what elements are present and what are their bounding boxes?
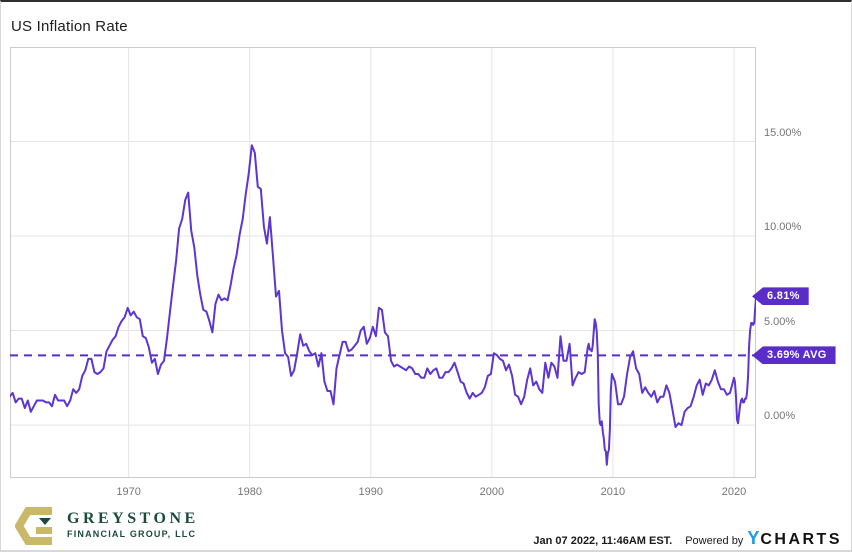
powered-by-label: Powered by (685, 535, 744, 547)
ycharts-wordmark: CHARTS (760, 531, 842, 548)
ycharts-y-icon: Y (747, 528, 761, 548)
x-tick-label: 2020 (721, 486, 747, 498)
x-tick-label: 1970 (116, 486, 141, 498)
plot-area (10, 47, 756, 478)
greystone-g-icon (15, 507, 52, 545)
y-tick-label: 15.00% (764, 126, 802, 139)
y-tick-label: 10.00% (764, 221, 802, 234)
greystone-logo: GREYSTONE FINANCIAL GROUP, LLC (15, 506, 199, 546)
x-tick-label: 1990 (358, 486, 384, 498)
greystone-name: GREYSTONE (67, 510, 199, 527)
y-tick-label: 5.00% (764, 315, 796, 328)
average-value-badge: 3.69% AVG (752, 346, 836, 365)
greystone-logo-text: GREYSTONE FINANCIAL GROUP, LLC (67, 506, 199, 539)
page-title: US Inflation Rate (11, 18, 128, 35)
y-tick-label: 0.00% (764, 410, 796, 423)
x-tick-label: 2010 (600, 486, 626, 498)
chart-attribution: Jan 07 2022, 11:46AM EST. Powered by YCH… (533, 528, 842, 549)
last-value-badge: 6.81% (752, 287, 809, 306)
inflation-line-chart (10, 47, 756, 478)
ycharts-logo: YCHARTS (747, 528, 842, 549)
x-tick-label: 1980 (237, 486, 262, 498)
greystone-subtitle: FINANCIAL GROUP, LLC (67, 529, 197, 539)
x-tick-label: 2000 (479, 486, 505, 498)
timestamp: Jan 07 2022, 11:46AM EST. (533, 535, 673, 547)
